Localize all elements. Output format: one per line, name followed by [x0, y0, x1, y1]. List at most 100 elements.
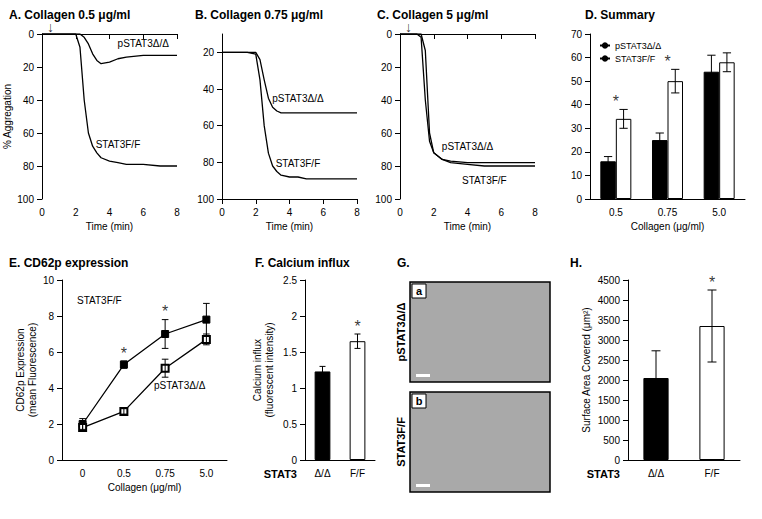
svg-text:4: 4: [287, 207, 293, 218]
svg-text:E. CD62p expression: E. CD62p expression: [9, 256, 128, 270]
svg-text:20: 20: [571, 146, 583, 157]
svg-text:Δ/Δ: Δ/Δ: [314, 468, 330, 479]
svg-text:pSTAT3Δ/Δ: pSTAT3Δ/Δ: [118, 38, 170, 49]
svg-text:20: 20: [381, 62, 393, 73]
svg-text:100: 100: [375, 194, 392, 205]
svg-text:2: 2: [291, 311, 297, 322]
svg-text:100: 100: [197, 194, 214, 205]
svg-text:STAT3F/F: STAT3F/F: [96, 139, 141, 150]
svg-text:G.: G.: [397, 256, 410, 270]
svg-text:STAT3F/F: STAT3F/F: [462, 175, 507, 186]
svg-text:STAT3F/F: STAT3F/F: [395, 417, 407, 467]
svg-text:3000: 3000: [598, 335, 621, 346]
svg-text:0: 0: [28, 29, 34, 40]
svg-text:10: 10: [571, 170, 583, 181]
svg-text:B. Collagen 0.75 μg/ml: B. Collagen 0.75 μg/ml: [195, 8, 323, 22]
svg-text:60: 60: [23, 128, 35, 139]
svg-text:6: 6: [320, 207, 326, 218]
svg-text:*: *: [121, 345, 127, 362]
svg-text:100: 100: [17, 194, 34, 205]
svg-text:4: 4: [107, 207, 113, 218]
svg-text:10: 10: [43, 275, 55, 286]
svg-text:60: 60: [381, 128, 393, 139]
svg-text:A. Collagen 0.5 μg/ml: A. Collagen 0.5 μg/ml: [9, 8, 130, 22]
svg-text:0.75: 0.75: [155, 468, 175, 479]
svg-text:pSTAT3Δ/Δ: pSTAT3Δ/Δ: [442, 141, 494, 152]
svg-text:0: 0: [80, 468, 86, 479]
svg-text:2.5: 2.5: [283, 275, 297, 286]
svg-text:1500: 1500: [598, 395, 621, 406]
svg-text:*: *: [664, 53, 670, 70]
svg-text:Collagen (μg/ml): Collagen (μg/ml): [108, 482, 182, 493]
svg-text:4: 4: [465, 207, 471, 218]
svg-text:8: 8: [174, 207, 180, 218]
svg-text:(mean Fluorescence): (mean Fluorescence): [27, 323, 38, 417]
svg-text:F/F: F/F: [350, 468, 365, 479]
svg-text:% Aggregation: % Aggregation: [2, 84, 13, 149]
svg-text:0.5: 0.5: [283, 419, 297, 430]
svg-text:0: 0: [39, 207, 45, 218]
svg-text:50: 50: [571, 76, 583, 87]
svg-text:pSTAT3Δ/Δ: pSTAT3Δ/Δ: [615, 41, 661, 51]
svg-text:a: a: [416, 285, 423, 297]
svg-text:F/F: F/F: [705, 468, 720, 479]
svg-text:0.75: 0.75: [658, 207, 678, 218]
svg-text:Surface Area Covered (μm²): Surface Area Covered (μm²): [581, 307, 592, 432]
svg-text:0: 0: [48, 455, 54, 466]
svg-text:STAT3: STAT3: [587, 468, 620, 480]
svg-text:6: 6: [498, 207, 504, 218]
svg-text:2500: 2500: [598, 355, 621, 366]
svg-text:*: *: [613, 93, 619, 110]
svg-text:70: 70: [571, 29, 583, 40]
svg-text:Time (min): Time (min): [266, 221, 313, 232]
svg-text:Time (min): Time (min): [86, 221, 133, 232]
svg-text:2: 2: [48, 419, 54, 430]
svg-text:2000: 2000: [598, 375, 621, 386]
svg-text:pSTAT3Δ/Δ: pSTAT3Δ/Δ: [154, 380, 206, 391]
svg-text:40: 40: [203, 84, 215, 95]
svg-text:H.: H.: [570, 256, 582, 270]
svg-text:STAT3F/F: STAT3F/F: [77, 295, 122, 306]
svg-text:CD62p Expression: CD62p Expression: [15, 328, 26, 411]
svg-text:0: 0: [386, 29, 392, 40]
svg-text:2: 2: [431, 207, 437, 218]
svg-text:40: 40: [23, 95, 35, 106]
svg-text:20: 20: [203, 47, 215, 58]
svg-text:1.5: 1.5: [283, 347, 297, 358]
svg-text:6: 6: [140, 207, 146, 218]
svg-text:Calcium influx: Calcium influx: [252, 339, 263, 401]
svg-text:b: b: [416, 395, 423, 407]
svg-text:*: *: [162, 303, 168, 320]
svg-text:Collagen (μg/ml): Collagen (μg/ml): [631, 221, 705, 232]
svg-text:20: 20: [23, 62, 35, 73]
svg-text:pSTAT3Δ/Δ: pSTAT3Δ/Δ: [395, 303, 407, 362]
svg-text:STAT3: STAT3: [264, 468, 297, 480]
svg-text:80: 80: [23, 161, 35, 172]
svg-text:30: 30: [571, 123, 583, 134]
svg-text:0.5: 0.5: [117, 468, 131, 479]
svg-text:6: 6: [48, 347, 54, 358]
svg-text:Δ/Δ: Δ/Δ: [648, 468, 664, 479]
svg-text:2: 2: [73, 207, 79, 218]
svg-text:1: 1: [291, 383, 297, 394]
svg-text:Time (min): Time (min): [444, 221, 491, 232]
svg-text:8: 8: [48, 311, 54, 322]
svg-text:8: 8: [532, 207, 538, 218]
svg-text:(fluorescent intensity): (fluorescent intensity): [264, 322, 275, 417]
svg-text:F. Calcium influx: F. Calcium influx: [255, 256, 350, 270]
svg-text:0: 0: [576, 194, 582, 205]
svg-text:*: *: [709, 274, 715, 291]
svg-text:0: 0: [219, 207, 225, 218]
svg-text:1000: 1000: [598, 415, 621, 426]
svg-text:2: 2: [253, 207, 259, 218]
svg-text:40: 40: [571, 99, 583, 110]
svg-text:3500: 3500: [598, 315, 621, 326]
svg-text:8: 8: [354, 207, 360, 218]
svg-text:D. Summary: D. Summary: [585, 8, 655, 22]
svg-text:*: *: [354, 318, 360, 335]
svg-text:STAT3F/F: STAT3F/F: [615, 54, 656, 64]
svg-text:5.0: 5.0: [199, 468, 213, 479]
svg-text:60: 60: [203, 120, 215, 131]
svg-text:0: 0: [291, 455, 297, 466]
svg-text:4500: 4500: [598, 275, 621, 286]
